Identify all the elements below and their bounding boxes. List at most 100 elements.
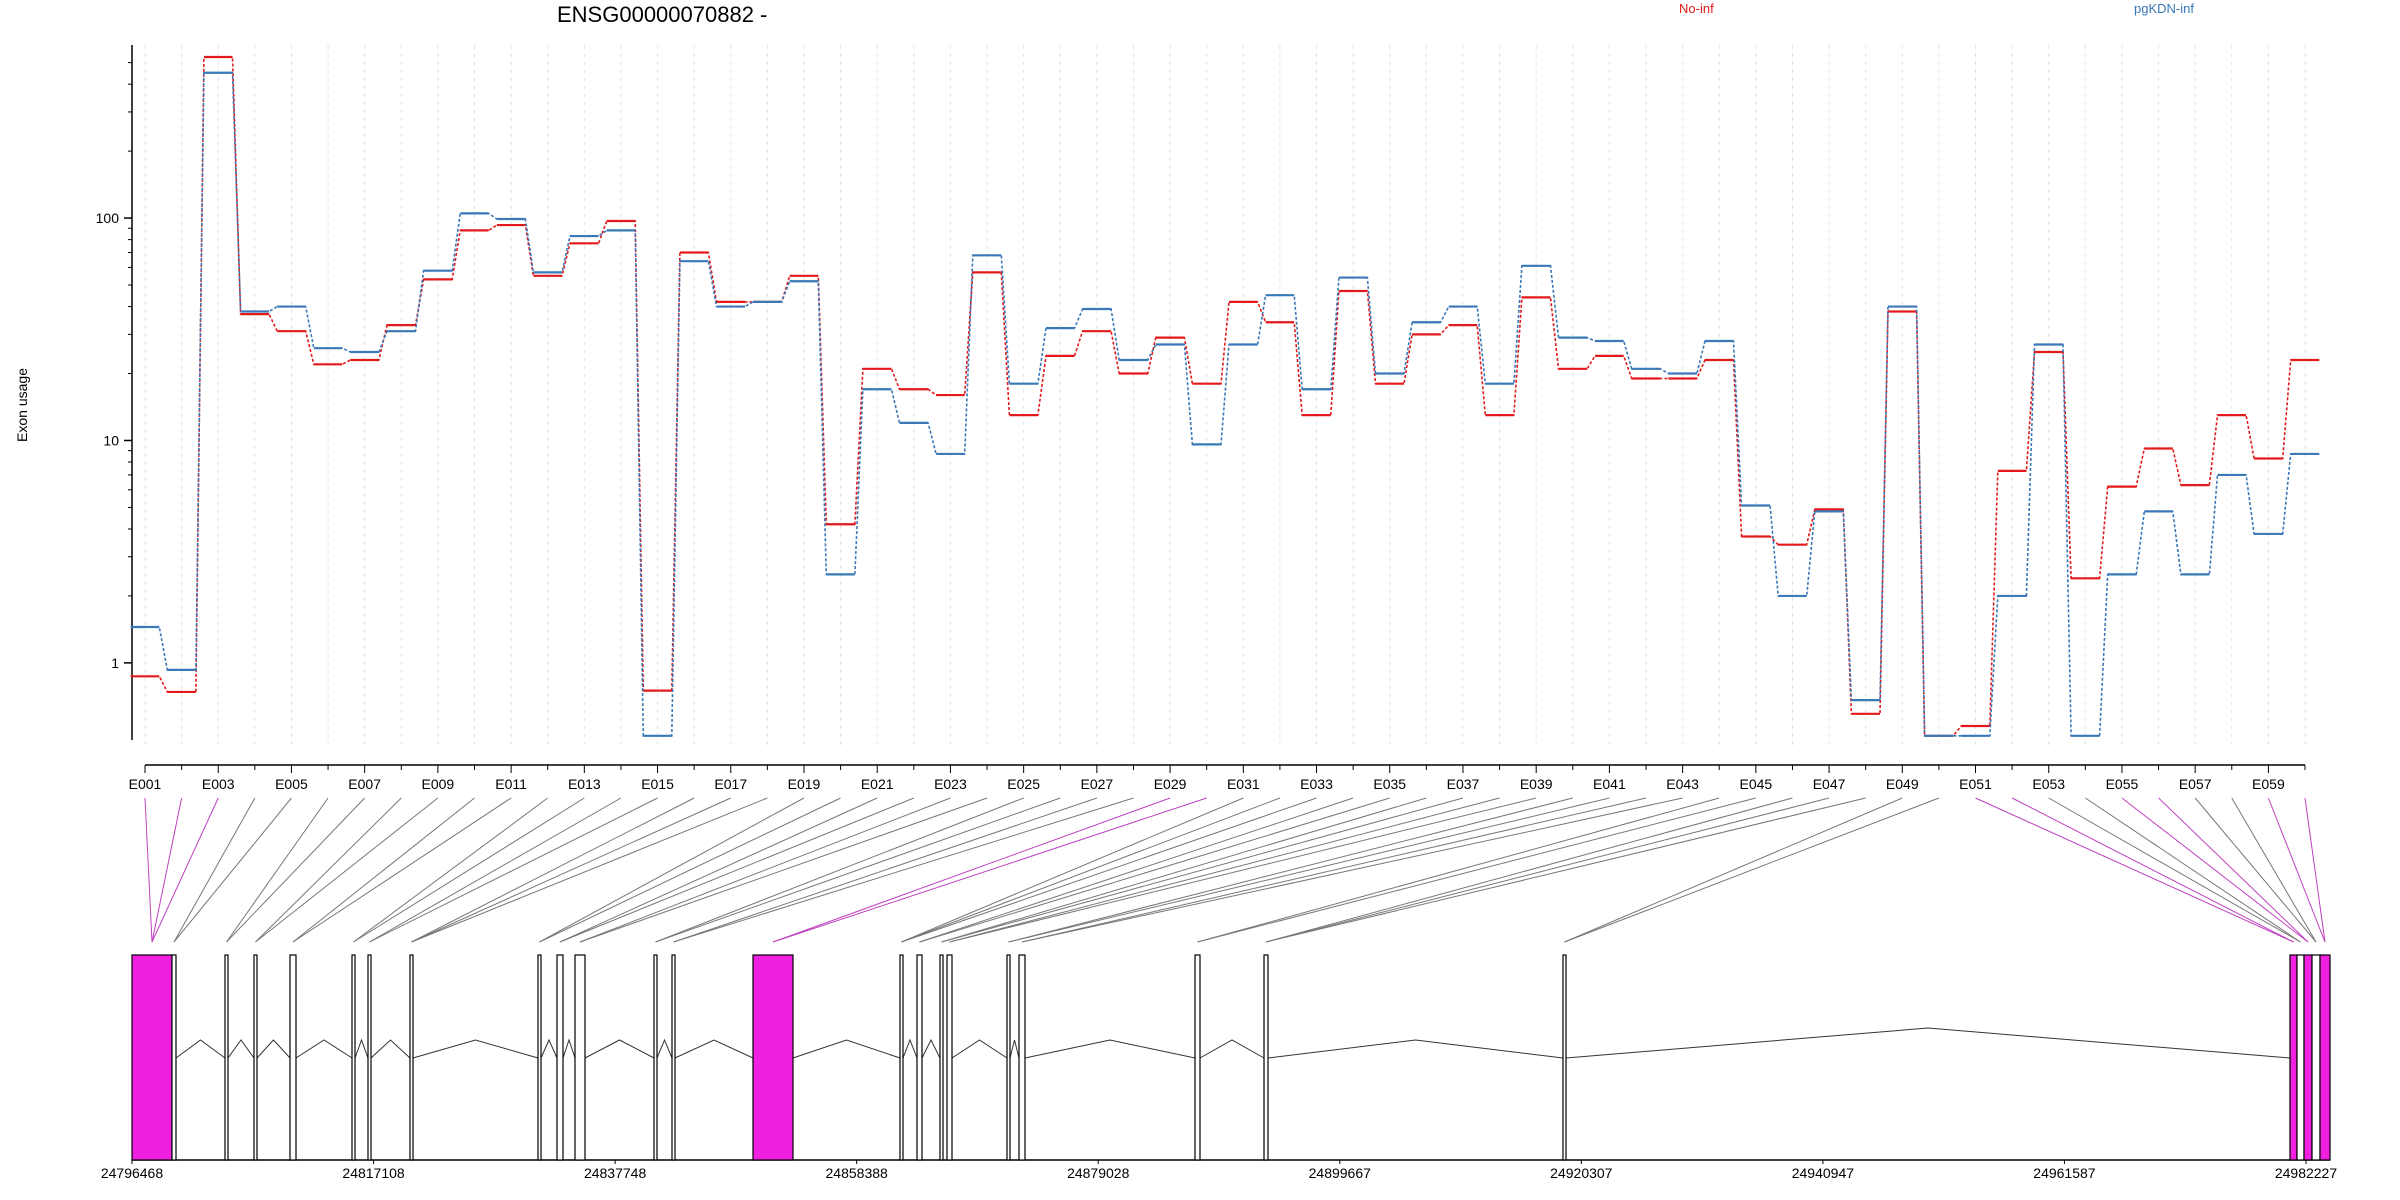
x-tick-label: E021 [861, 776, 894, 792]
exon-connector [411, 797, 695, 943]
exon-connector [292, 797, 475, 943]
x-tick-label: E001 [129, 776, 162, 792]
exon-block [351, 954, 356, 1161]
genomic-tick-label: 24920307 [1550, 1165, 1613, 1181]
intron-line [951, 1039, 1008, 1059]
exon-connector [2121, 797, 2309, 943]
exon-connector [353, 797, 549, 943]
exon-block [131, 954, 173, 1161]
intron-line [227, 1039, 255, 1059]
exon-block [289, 954, 297, 1161]
exon-connector [411, 797, 731, 943]
exon-connector [1564, 797, 1903, 943]
genomic-tick-label: 24796468 [101, 1165, 164, 1181]
exon-block [2289, 954, 2298, 1161]
x-tick-label: E003 [202, 776, 235, 792]
x-tick-label: E011 [495, 776, 527, 792]
exon-block [899, 954, 904, 1161]
x-tick-label: E015 [641, 776, 674, 792]
exon-connector [369, 797, 622, 943]
genomic-tick-label: 24899667 [1309, 1165, 1372, 1181]
exon-block [1562, 954, 1567, 1161]
genomic-tick-label: 24982227 [2275, 1165, 2338, 1181]
gene-model [131, 954, 2331, 1161]
exon-connector [1975, 797, 2294, 943]
exon-block [653, 954, 658, 1161]
exon-connector [579, 797, 951, 943]
intron-line [1199, 1039, 1265, 1059]
exon-connector [151, 797, 183, 943]
x-tick-label: E057 [2179, 776, 2212, 792]
exon-connector [941, 797, 1427, 943]
exon-connector [949, 797, 1537, 943]
x-tick-label: E017 [714, 776, 747, 792]
x-tick-label: E053 [2032, 776, 2065, 792]
exon-block [224, 954, 229, 1161]
x-tick-label: E025 [1007, 776, 1040, 792]
intron-line [902, 1038, 918, 1059]
exon-block [2303, 954, 2313, 1161]
legend-no-inf: No-inf [1679, 1, 1714, 16]
exon-block [574, 954, 586, 1161]
x-tick-label: E035 [1373, 776, 1406, 792]
intron-line [540, 1038, 558, 1059]
exon-connector [579, 797, 988, 943]
exon-connector [2267, 797, 2326, 943]
x-tick-label: E023 [934, 776, 967, 792]
exon-connector [1008, 797, 1610, 943]
exon-connector [1265, 797, 1793, 943]
exon-block [916, 954, 923, 1161]
genomic-tick-label: 24817108 [342, 1165, 405, 1181]
exon-connector [655, 797, 1024, 943]
exon-connector [1197, 797, 1756, 943]
x-tick-label: E049 [1886, 776, 1919, 792]
exon-connector [2085, 797, 2301, 943]
exon-connector [901, 797, 1281, 943]
exon-block [537, 954, 542, 1161]
exon-block [671, 954, 676, 1161]
exon-connector [369, 797, 658, 943]
exon-connector [1021, 797, 1683, 943]
x-tick-label: E037 [1447, 776, 1480, 792]
x-tick-label: E043 [1666, 776, 1699, 792]
exon-block [556, 954, 564, 1161]
intron-line [1024, 1039, 1196, 1059]
x-tick-label: E009 [422, 776, 455, 792]
x-tick-label: E007 [348, 776, 381, 792]
exon-connector [1265, 797, 1866, 943]
exon-connector [941, 797, 1464, 943]
y-tick-label: 1 [111, 655, 119, 671]
exon-block [939, 954, 944, 1161]
exon-connector [772, 797, 1171, 943]
exon-connector [226, 797, 366, 943]
exon-connector [2011, 797, 2294, 943]
genomic-tick-label: 24858388 [826, 1165, 889, 1181]
intron-line [562, 1038, 576, 1059]
exon-connector [173, 797, 292, 943]
y-axis-label: Exon usage [14, 368, 30, 442]
exon-connector [1021, 797, 1647, 943]
exon-connector [2048, 797, 2301, 943]
intron-line [584, 1039, 655, 1059]
exon-connector [292, 797, 512, 943]
intron-line [175, 1039, 226, 1059]
intron-line [792, 1039, 901, 1059]
x-tick-label: E013 [568, 776, 601, 792]
exon-connector [1197, 797, 1720, 943]
x-tick-label: E051 [1959, 776, 1992, 792]
intron-line [1267, 1039, 1564, 1059]
exon-connector [2231, 797, 2317, 943]
intron-line [295, 1039, 353, 1059]
exon-connector [919, 797, 1354, 943]
exon-block [2296, 954, 2305, 1161]
intron-line [412, 1039, 539, 1059]
genomic-tick-label: 24940947 [1792, 1165, 1855, 1181]
exon-connector [539, 797, 805, 943]
exon-connectors [144, 797, 2326, 943]
x-tick-label: E005 [275, 776, 308, 792]
exon-connector [655, 797, 1061, 943]
x-tick-label: E019 [788, 776, 821, 792]
exon-connector [1008, 797, 1573, 943]
exon-connector [2158, 797, 2309, 943]
